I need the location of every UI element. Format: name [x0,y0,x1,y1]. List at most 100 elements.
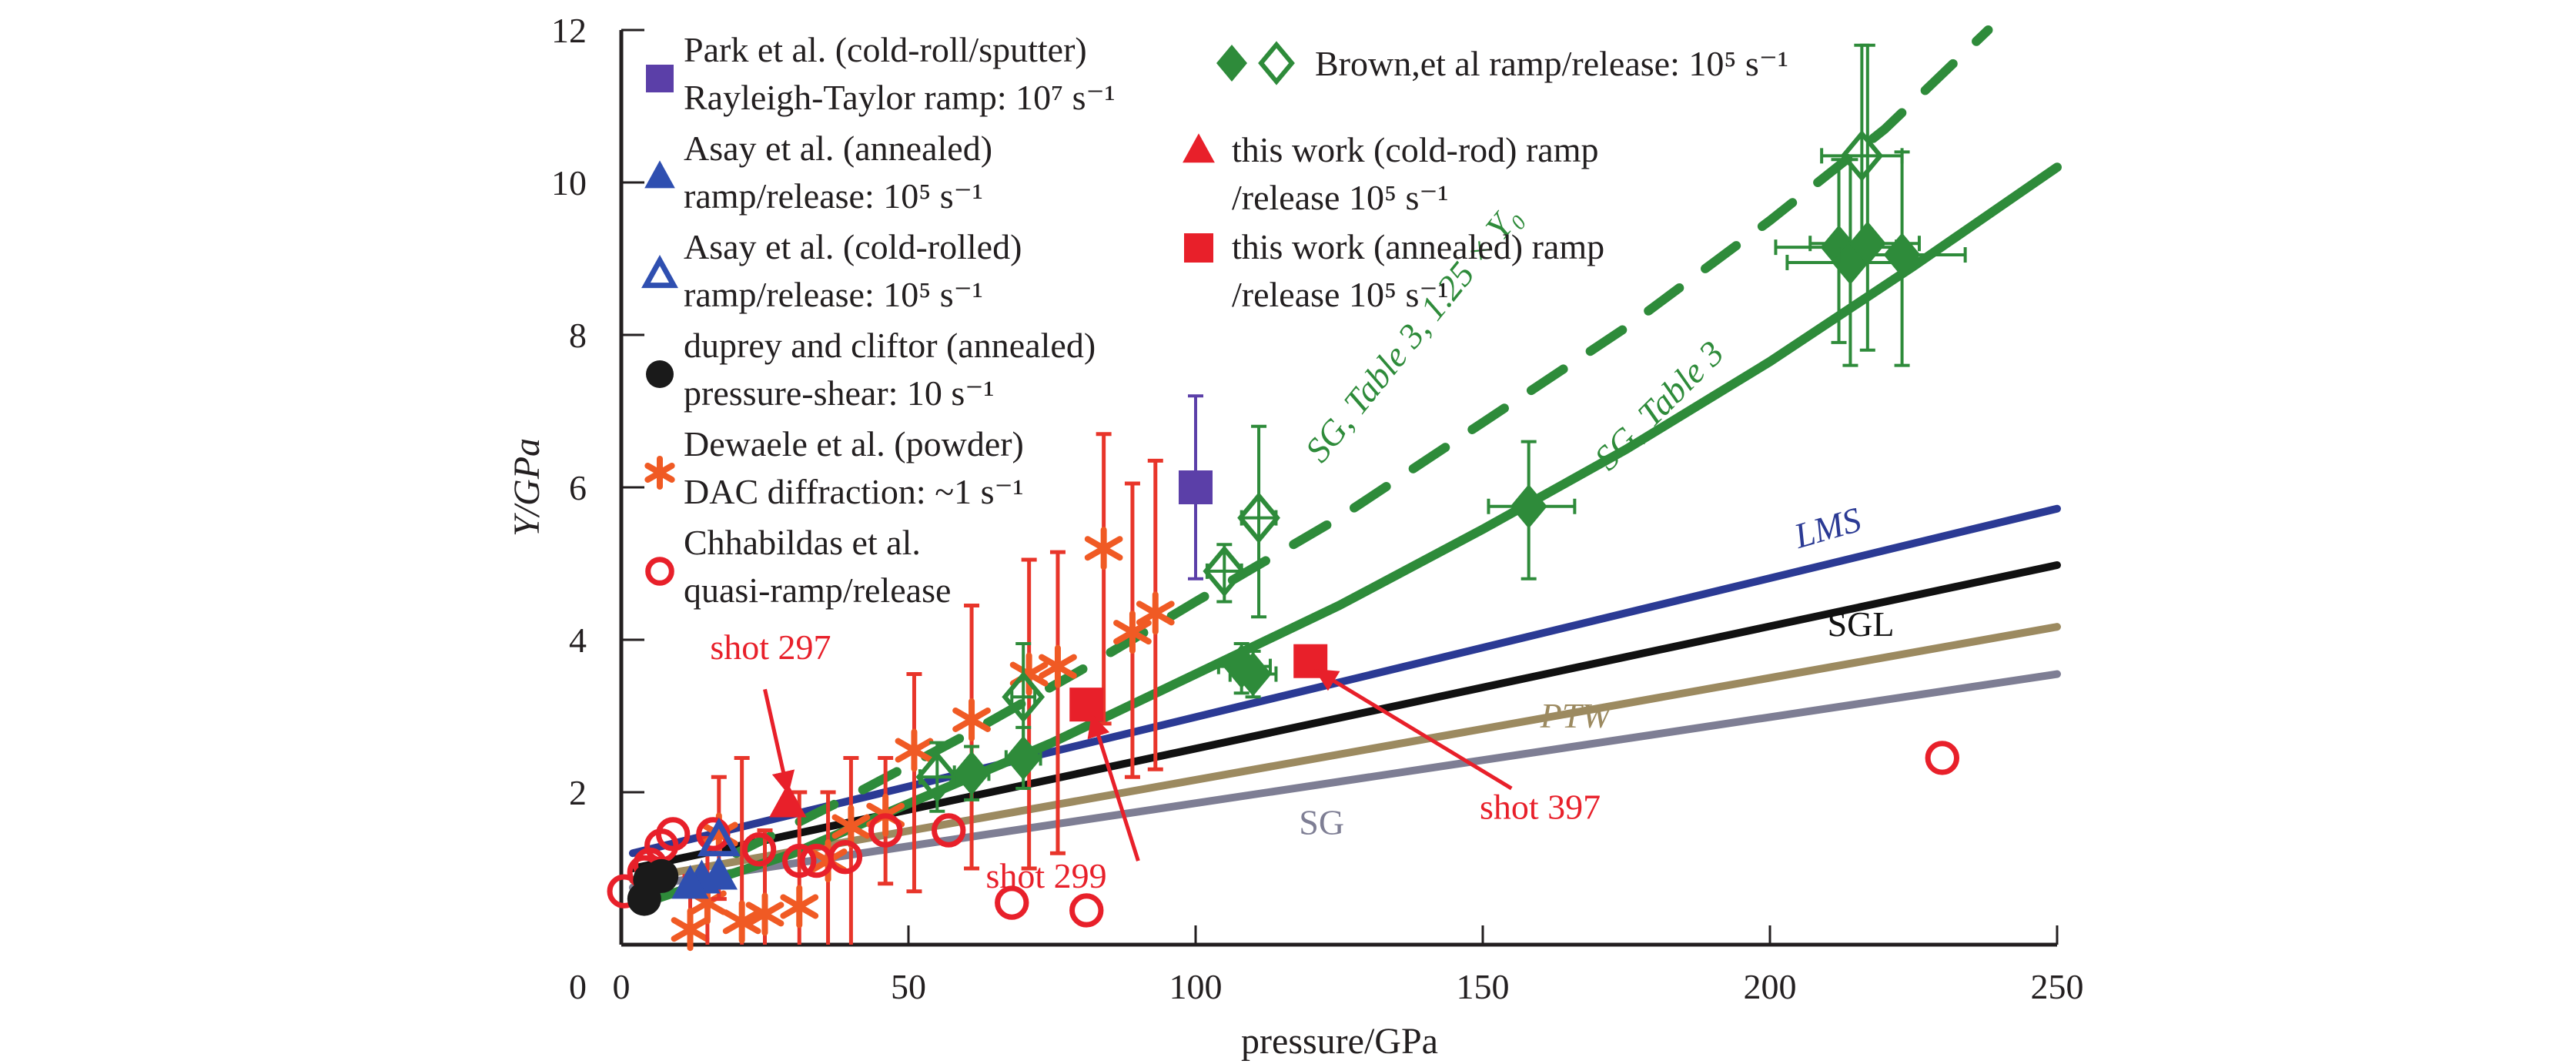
legend-label-line1: Chhabildas et al. [684,523,921,562]
y-tick-label: 2 [569,773,587,812]
series-park [1179,394,1213,581]
y-tick-label: 0 [569,967,587,1006]
y-tick-label: 6 [569,468,587,507]
data-point [1002,671,1045,723]
data-point [1203,545,1246,597]
legend-marker [644,456,675,490]
data-point [1069,893,1104,928]
legend-item-park: Park et al. (cold-roll/sputter) Rayleigh-… [646,30,1116,117]
series-duprey [627,858,679,916]
x-tick-label: 50 [891,967,926,1006]
asterisk-stroke [722,909,761,935]
legend-label-line1: duprey and cliftor (annealed) [684,326,1096,365]
data-point [1840,129,1884,182]
data-point [831,805,871,848]
data-point [995,885,1029,920]
asterisk-stroke [1136,601,1175,626]
data-point [1113,611,1152,654]
legend-label-line1: Asay et al. (annealed) [684,129,992,168]
legend-item-asay-cold: Asay et al. (cold-rolled) ramp/release: 1… [641,227,1022,314]
data-point [1237,492,1280,544]
asterisk-stroke [952,707,991,732]
legend-label-line2: ramp/release: 10⁵ s⁻¹ [684,275,983,314]
legend-marker [644,160,675,189]
data-point [895,728,934,772]
data-point [953,751,991,796]
legend-marker [1184,233,1213,263]
legend-label-line2: /release 10⁵ s⁻¹ [1232,275,1448,314]
legend-label-line2: quasi-ramp/release [684,570,951,610]
y-tick-label: 10 [551,163,587,202]
x-tick-label: 0 [613,967,631,1006]
data-point [828,839,863,875]
legend-item-thiswork-cold: this work (cold-rod) ramp/release 10⁵ s⁻… [1183,130,1599,217]
data-point [868,813,903,848]
data-point [745,892,785,936]
x-axis-title: pressure/GPa [1241,1021,1438,1062]
data-point [1136,591,1175,635]
data-point [697,817,741,857]
curve-sg-table-3 [651,162,2062,904]
legend-item-asay-annealed: Asay et al. (annealed) ramp/release: 10⁵ … [644,129,992,216]
data-point [1883,233,1921,277]
legend-label-line1: Brown,et al ramp/release: 10⁵ s⁻¹ [1315,44,1788,83]
series-thiswork-annealed [1069,644,1328,722]
annotation-arrow [763,688,795,795]
curve-sg [628,670,2061,892]
legend-item-chhabildas: Chhabildas et al. quasi-ramp/release [645,523,951,610]
curve-label: SG [1299,802,1344,841]
x-tick-label: 250 [2031,967,2084,1006]
legend-marker [645,557,674,586]
series-thiswork-cold [769,783,807,818]
data-point [655,817,691,852]
data-point [722,900,761,944]
data-point [700,855,738,890]
curve-label: LMS [1789,500,1865,556]
legend-label-line1: Dewaele et al. (powder) [684,424,1024,463]
data-point [1005,735,1042,781]
y-axis-title: Y/GPa [507,438,547,537]
data-point [741,832,777,867]
annotation-shot297: shot 297 [710,627,831,795]
asterisk-stroke [1113,620,1152,645]
data-point [932,813,966,848]
legend-item-thiswork-annealed: this work (annealed) ramp/release 10⁵ s⁻… [1184,227,1604,314]
series-asay-annealed [671,855,738,899]
annotation-label: shot 397 [1480,788,1601,827]
annotation-arrow [1314,668,1513,791]
data-point [1925,741,1960,775]
asterisk-stroke [745,902,785,927]
curve-label: PTW [1540,696,1614,735]
legend-marker-filled-diamond [1216,45,1247,82]
axes: 0 50 100 150 200 250 0 2 4 6 8 10 12 [551,11,2084,1006]
legend-item-duprey: duprey and cliftor (annealed) pressure-sh… [646,326,1096,413]
y-tick-label: 8 [569,316,587,355]
data-point [952,698,991,741]
annotation-shot397: shot 397 [1314,668,1601,827]
data-point [1069,688,1104,722]
curve-label: SGL [1828,604,1895,644]
data-point [671,865,709,899]
annotations: shot 297 shot 299 shot 397 [710,627,1601,895]
y-tick-label: 12 [551,11,587,50]
data-point [1832,240,1869,285]
legend-label-line1: Asay et al. (cold-rolled) [684,227,1022,266]
asterisk-stroke [808,848,848,874]
asterisk-stroke [644,463,675,483]
legend-marker [646,65,674,92]
legend-marker [641,254,678,289]
annotation-arrow [1087,714,1140,862]
y-tick-label: 4 [569,621,587,660]
legend-label-line1: this work (cold-rod) ramp [1232,130,1599,169]
legend-label-line2: ramp/release: 10⁵ s⁻¹ [684,176,983,216]
data-point [915,751,959,803]
legend-marker-open-diamond [1258,41,1295,85]
legend-label-line2: Rayleigh-Taylor ramp: 10⁷ s⁻¹ [684,78,1116,117]
data-points [607,43,1967,952]
legend-label-line1: Park et al. (cold-roll/sputter) [684,30,1087,69]
series-brown-filled [952,43,1967,801]
data-point [1039,644,1077,688]
data-point [1084,527,1123,570]
series-asay-cold [697,817,741,857]
